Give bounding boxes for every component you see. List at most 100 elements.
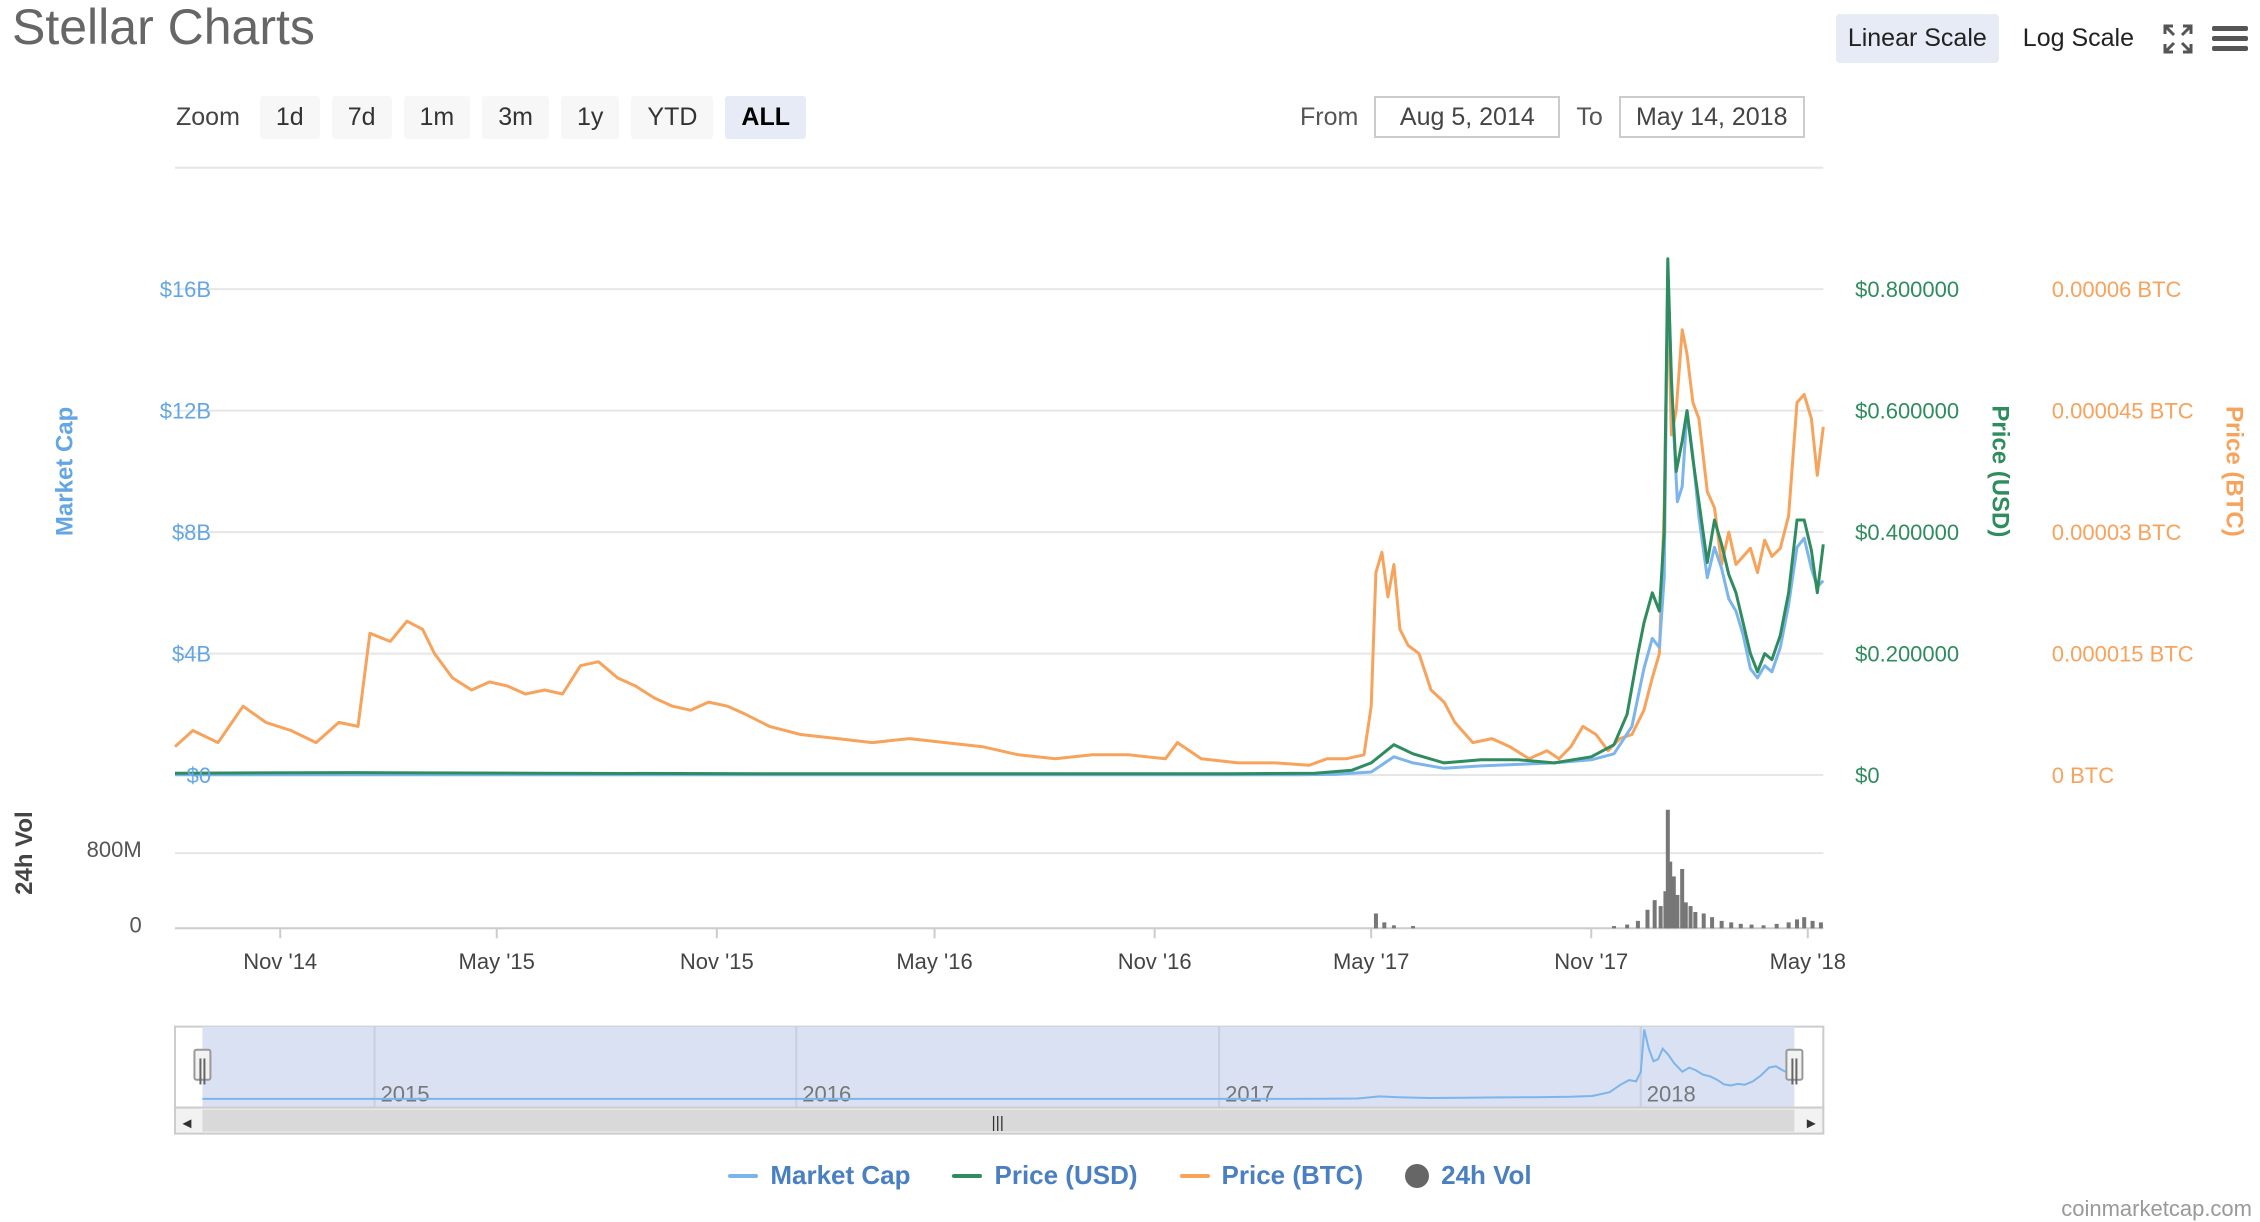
- handle-body: [1785, 1048, 1804, 1081]
- navigator-series-line: [202, 1029, 1795, 1100]
- volume-bar: [1683, 902, 1688, 929]
- x-axis: Nov '14 May '15 Nov '15 May '16 Nov '16 May '…: [243, 928, 1846, 974]
- price-btc-tick-label: 0.00003 BTC: [2052, 520, 2182, 545]
- log-scale-button[interactable]: Log Scale: [2022, 24, 2134, 52]
- navigator-year-label: 2016: [802, 1082, 851, 1107]
- volume-bar: [1738, 923, 1743, 929]
- market-cap-tick-label: $4B: [172, 642, 211, 667]
- date-range-selector: From Aug 5, 2014 To May 14, 2018: [1300, 96, 1805, 138]
- volume-bar: [1382, 922, 1387, 929]
- zoom-1y-button[interactable]: 1y: [561, 96, 620, 139]
- price-usd-tick-label: $0.400000: [1855, 520, 1959, 545]
- volume-bars: [1373, 809, 1823, 929]
- volume-bar: [1625, 924, 1630, 929]
- zoom-3m-button[interactable]: 3m: [482, 96, 549, 139]
- navigator-year-label: 2015: [381, 1082, 430, 1107]
- price-usd-tick-label: $0.800000: [1855, 277, 1959, 302]
- zoom-ytd-button[interactable]: YTD: [631, 96, 714, 139]
- axis-labels: $16B $0.800000 0.00006 BTC $12B $0.600000 0.0…: [11, 277, 2248, 937]
- handle-body: [193, 1048, 212, 1081]
- linear-scale-button[interactable]: Linear Scale: [1835, 14, 1999, 63]
- legend-price-usd[interactable]: Price (USD): [952, 1160, 1138, 1191]
- navigator-left-handle[interactable]: [193, 1048, 212, 1085]
- volume-bar: [1658, 906, 1663, 929]
- volume-bar: [1373, 913, 1378, 929]
- market-cap-tick-label: $16B: [160, 277, 211, 302]
- scrollbar-right-arrow[interactable]: ▸: [1807, 1113, 1816, 1133]
- market-cap-tick-label: $8B: [172, 520, 211, 545]
- volume-bar: [1701, 913, 1706, 929]
- market-cap-axis-title: Market Cap: [51, 407, 78, 536]
- market-cap-tick-label: $0: [187, 763, 211, 788]
- legend-price-usd-label: Price (USD): [994, 1160, 1138, 1190]
- price-usd-tick-label: $0.600000: [1855, 399, 1959, 424]
- legend-24h-vol-label: 24h Vol: [1441, 1160, 1532, 1190]
- volume-bar: [1786, 922, 1791, 929]
- volume-bar: [1675, 894, 1680, 929]
- volume-bar: [1818, 922, 1823, 929]
- price-btc-tick-label: 0.000015 BTC: [2052, 642, 2194, 667]
- series-line-price-usd: [174, 257, 1825, 776]
- chart-toolbar: Linear Scale Log Scale: [1835, 14, 2250, 63]
- series-lines: [173, 257, 1825, 777]
- price-btc-tick-label: 0 BTC: [2052, 763, 2114, 788]
- hamburger-menu-icon[interactable]: [2210, 19, 2250, 59]
- price-usd-tick-label: $0.200000: [1855, 642, 1959, 667]
- volume-tick-label: 800M: [87, 837, 142, 862]
- volume-swatch: [1405, 1163, 1430, 1188]
- zoom-7d-button[interactable]: 7d: [331, 96, 392, 139]
- scrollbar-left-arrow[interactable]: ◂: [182, 1113, 191, 1133]
- volume-bar: [1611, 926, 1616, 929]
- volume-axis-title: 24h Vol: [11, 811, 38, 895]
- navigator-right-handle[interactable]: [1785, 1048, 1804, 1085]
- volume-bar: [1688, 906, 1693, 929]
- from-date-input[interactable]: Aug 5, 2014: [1374, 96, 1561, 138]
- volume-bar: [1710, 917, 1715, 929]
- volume-bar: [1719, 920, 1724, 929]
- x-tick-label: May '17: [1333, 949, 1409, 974]
- legend-price-btc[interactable]: Price (BTC): [1179, 1160, 1364, 1191]
- volume-bar: [1810, 920, 1815, 929]
- zoom-1m-button[interactable]: 1m: [403, 96, 471, 139]
- volume-bar: [1411, 926, 1416, 929]
- to-date-input[interactable]: May 14, 2018: [1618, 96, 1805, 138]
- x-tick-label: Nov '16: [1118, 949, 1192, 974]
- volume-bar: [1693, 911, 1698, 929]
- price-btc-axis-title: Price (BTC): [2221, 406, 2248, 537]
- to-label: To: [1576, 102, 1603, 131]
- zoom-all-button[interactable]: ALL: [725, 96, 807, 139]
- volume-bar: [1671, 876, 1676, 929]
- volume-bar: [1668, 861, 1673, 929]
- volume-bar: [1680, 869, 1685, 929]
- legend-market-cap-label: Market Cap: [770, 1160, 911, 1190]
- price-chart: $16B $0.800000 0.00006 BTC $12B $0.600000 0.0…: [11, 166, 2248, 1135]
- scrollbar-thumb[interactable]: [202, 1109, 1795, 1132]
- x-tick-label: Nov '15: [680, 949, 754, 974]
- legend-market-cap[interactable]: Market Cap: [728, 1160, 910, 1191]
- legend-24h-vol[interactable]: 24h Vol: [1405, 1160, 1532, 1191]
- scrollbar-grip: |||: [991, 1115, 1003, 1132]
- zoom-label: Zoom: [176, 103, 240, 131]
- price-usd-swatch: [952, 1173, 983, 1178]
- volume-bar: [1795, 919, 1800, 929]
- zoom-controls: Zoom 1d 7d 1m 3m 1y YTD ALL: [176, 96, 807, 139]
- legend-price-btc-label: Price (BTC): [1221, 1160, 1364, 1190]
- volume-bar: [1645, 909, 1650, 929]
- volume-bar: [1652, 900, 1657, 929]
- price-btc-tick-label: 0.00006 BTC: [2052, 277, 2182, 302]
- navigator-selection: [202, 1026, 1795, 1108]
- fullscreen-icon[interactable]: [2158, 19, 2198, 59]
- price-btc-tick-label: 0.000045 BTC: [2052, 399, 2194, 424]
- x-tick-label: Nov '17: [1554, 949, 1628, 974]
- page-title: Stellar Charts: [12, 0, 315, 55]
- navigator-year-label: 2018: [1647, 1082, 1696, 1107]
- price-btc-swatch: [1179, 1173, 1210, 1178]
- zoom-1d-button[interactable]: 1d: [259, 96, 320, 139]
- navigator: 2015 2016 2017 2018 ◂ ▸ |||: [173, 1025, 1825, 1135]
- volume-bar: [1391, 925, 1396, 929]
- volume-bar: [1749, 924, 1754, 929]
- x-tick-label: May '15: [459, 949, 535, 974]
- from-label: From: [1300, 102, 1359, 131]
- volume-bar: [1774, 923, 1779, 929]
- volume-tick-label: 0: [129, 912, 141, 937]
